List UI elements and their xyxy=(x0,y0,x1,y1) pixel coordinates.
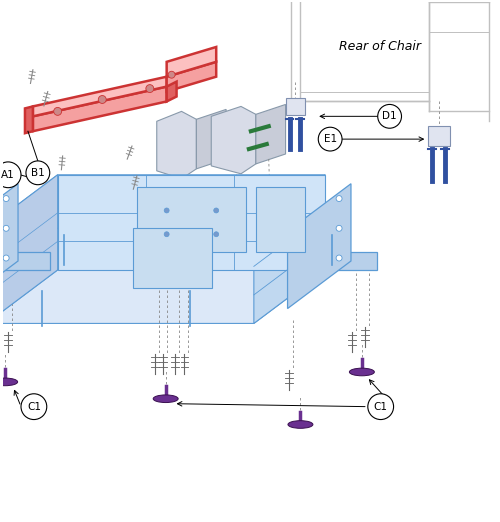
Ellipse shape xyxy=(0,378,18,386)
Polygon shape xyxy=(157,111,196,179)
Circle shape xyxy=(26,161,50,185)
Polygon shape xyxy=(212,106,256,174)
Polygon shape xyxy=(196,110,226,169)
Polygon shape xyxy=(0,184,18,309)
Polygon shape xyxy=(25,106,33,133)
Text: A1: A1 xyxy=(1,170,15,180)
Circle shape xyxy=(214,232,218,236)
Circle shape xyxy=(146,85,154,92)
Polygon shape xyxy=(0,252,50,270)
Circle shape xyxy=(98,96,106,103)
Circle shape xyxy=(3,255,9,261)
Polygon shape xyxy=(133,228,212,288)
Text: Rear of Chair: Rear of Chair xyxy=(338,41,420,53)
Circle shape xyxy=(378,104,402,128)
Polygon shape xyxy=(33,87,166,131)
Polygon shape xyxy=(0,270,325,324)
Text: D1: D1 xyxy=(382,111,397,121)
FancyBboxPatch shape xyxy=(286,98,306,115)
Text: B1: B1 xyxy=(31,168,44,178)
Text: C1: C1 xyxy=(27,401,41,412)
Polygon shape xyxy=(256,187,306,252)
Polygon shape xyxy=(0,175,58,324)
Circle shape xyxy=(368,394,394,420)
Circle shape xyxy=(164,232,169,236)
Circle shape xyxy=(0,162,21,188)
Text: E1: E1 xyxy=(324,134,336,144)
Polygon shape xyxy=(166,47,216,77)
Polygon shape xyxy=(0,175,325,228)
Polygon shape xyxy=(318,252,376,270)
Polygon shape xyxy=(166,62,216,91)
Polygon shape xyxy=(58,175,325,270)
Ellipse shape xyxy=(288,421,313,429)
Circle shape xyxy=(21,394,47,420)
Circle shape xyxy=(336,255,342,261)
FancyBboxPatch shape xyxy=(428,126,450,146)
Polygon shape xyxy=(256,104,286,164)
Circle shape xyxy=(168,71,175,78)
Circle shape xyxy=(164,208,169,213)
Polygon shape xyxy=(166,81,176,101)
Polygon shape xyxy=(137,187,246,252)
Circle shape xyxy=(3,196,9,201)
Text: C1: C1 xyxy=(374,401,388,412)
Polygon shape xyxy=(33,77,166,116)
Ellipse shape xyxy=(153,395,178,402)
Circle shape xyxy=(336,226,342,231)
Polygon shape xyxy=(254,175,325,324)
Circle shape xyxy=(54,108,62,115)
Ellipse shape xyxy=(350,368,374,376)
Circle shape xyxy=(318,127,342,151)
Circle shape xyxy=(3,226,9,231)
Circle shape xyxy=(336,196,342,201)
Polygon shape xyxy=(288,184,351,309)
Circle shape xyxy=(214,208,218,213)
